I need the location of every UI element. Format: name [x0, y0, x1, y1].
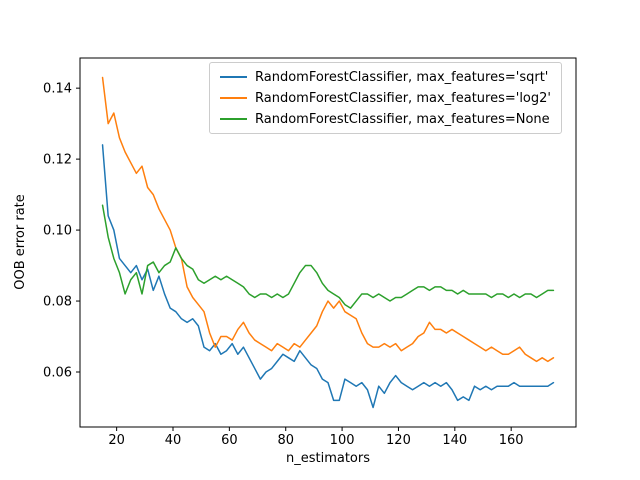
- x-tick-label: 80: [277, 433, 294, 448]
- y-tick-label: 0.12: [43, 153, 72, 168]
- legend: RandomForestClassifier, max_features='sq…: [209, 62, 562, 134]
- x-tick-label: 160: [499, 433, 524, 448]
- legend-label-none: RandomForestClassifier, max_features=Non…: [255, 111, 550, 127]
- x-tick-label: 100: [330, 433, 355, 448]
- y-tick-label: 0.06: [43, 366, 72, 381]
- series-line-2: [101, 204, 555, 309]
- x-tick-label: 140: [442, 433, 467, 448]
- y-tick-label: 0.14: [43, 82, 72, 97]
- legend-line-swatch-log2: [220, 97, 247, 99]
- y-tick-label: 0.10: [43, 224, 72, 239]
- legend-item-none: RandomForestClassifier, max_features=Non…: [220, 111, 551, 127]
- y-axis-label: OOB error rate: [13, 194, 28, 290]
- legend-label-sqrt: RandomForestClassifier, max_features='sq…: [255, 69, 549, 85]
- legend-label-log2: RandomForestClassifier, max_features='lo…: [255, 90, 551, 106]
- x-tick-label: 60: [221, 433, 238, 448]
- x-tick-label: 40: [165, 433, 182, 448]
- y-tick-label: 0.08: [43, 295, 72, 310]
- x-tick-label: 20: [108, 433, 125, 448]
- legend-item-sqrt: RandomForestClassifier, max_features='sq…: [220, 69, 551, 85]
- x-tick-label: 120: [386, 433, 411, 448]
- legend-line-swatch-sqrt: [220, 76, 247, 78]
- legend-line-swatch-none: [220, 118, 247, 120]
- series-line-0: [101, 144, 555, 409]
- x-axis-label: n_estimators: [286, 451, 370, 466]
- axes-box: [79, 57, 577, 428]
- legend-item-log2: RandomForestClassifier, max_features='lo…: [220, 90, 551, 106]
